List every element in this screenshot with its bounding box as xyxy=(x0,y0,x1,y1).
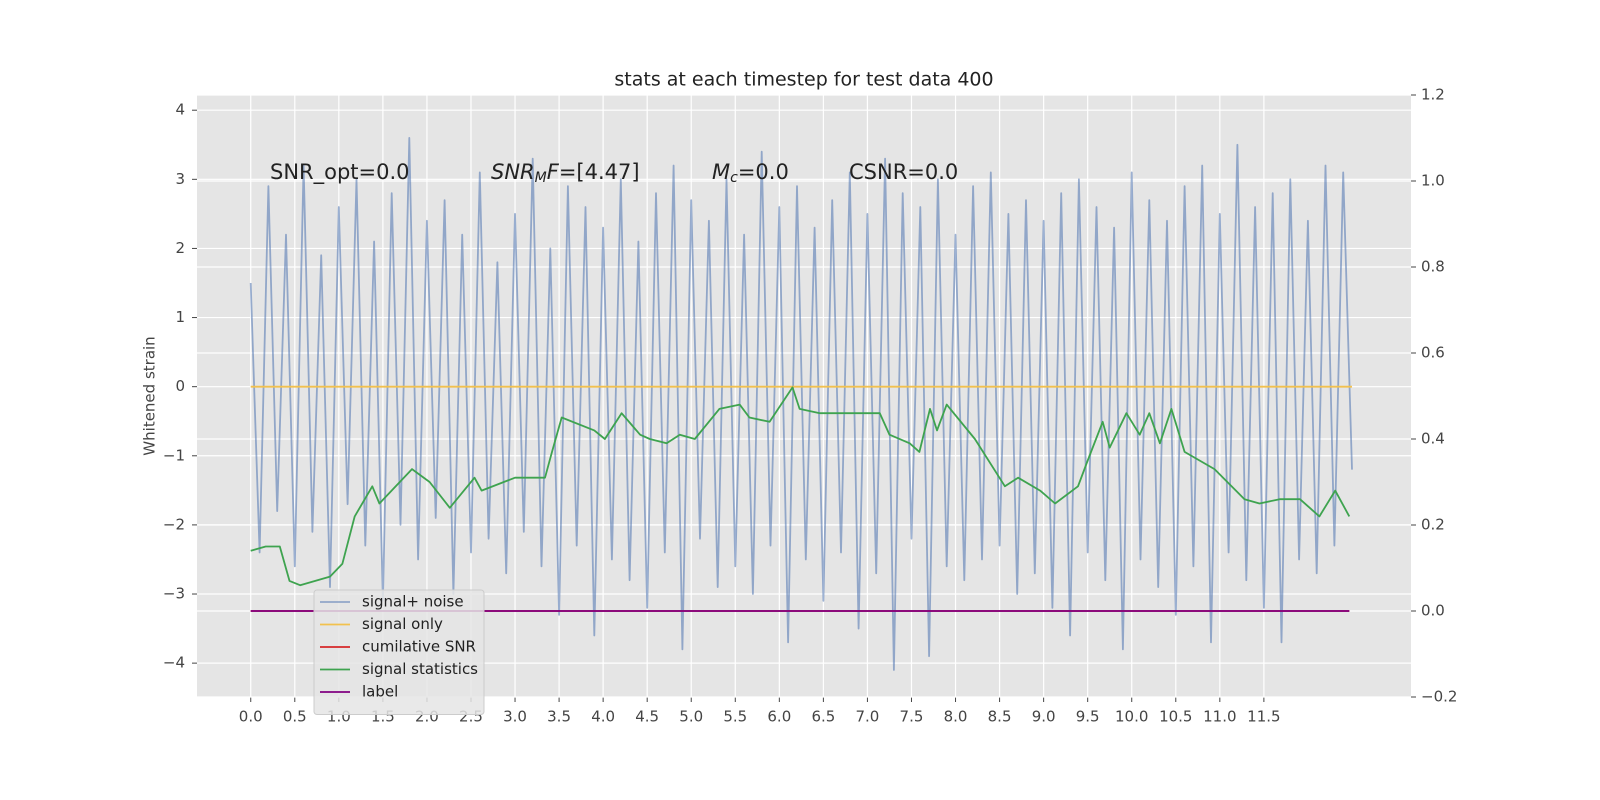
x-tick-label: 8.5 xyxy=(988,708,1012,726)
legend-box xyxy=(313,589,485,715)
y2-tick-label: 0.0 xyxy=(1421,602,1445,620)
x-tick-label: 7.5 xyxy=(900,708,924,726)
annotation-part: c xyxy=(730,170,738,186)
annotation-part: SNR_opt=0.0 xyxy=(270,160,410,185)
series-line xyxy=(250,386,1351,587)
x-tick-label: 4.5 xyxy=(635,708,659,726)
x-tick-label: 9.5 xyxy=(1076,708,1100,726)
annotation: SNRMF=[4.47] xyxy=(491,160,640,186)
legend-label: signal statistics xyxy=(362,660,478,678)
y2-tick-label: −0.2 xyxy=(1421,688,1457,706)
y-tick-label: 4 xyxy=(175,101,185,119)
y2-tick-label: 0.4 xyxy=(1421,430,1445,448)
x-tick-label: 0.5 xyxy=(283,708,307,726)
x-tick-label: 6.5 xyxy=(811,708,835,726)
x-tick-label: 9.0 xyxy=(1032,708,1056,726)
y-tick-label: −3 xyxy=(163,585,185,603)
annotation: SNR_opt=0.0 xyxy=(270,160,410,185)
y-tick-label: −2 xyxy=(163,515,185,533)
y2-tick-label: 0.8 xyxy=(1421,258,1445,276)
annotation-part: SNR xyxy=(491,160,535,184)
x-tick-label: 5.0 xyxy=(679,708,703,726)
x-tick-label: 8.0 xyxy=(944,708,968,726)
x-tick-label: 10.0 xyxy=(1115,708,1148,726)
y-tick-label: −1 xyxy=(163,446,185,464)
series-line xyxy=(249,137,1353,671)
annotation-part: CSNR=0.0 xyxy=(849,160,958,184)
y2-tick-label: 0.2 xyxy=(1421,516,1445,534)
x-tick-label: 3.0 xyxy=(503,708,527,726)
annotation-part: M xyxy=(712,160,730,184)
x-tick-label: 5.5 xyxy=(723,708,747,726)
y-tick-label: 2 xyxy=(175,239,185,257)
annotation: CSNR=0.0 xyxy=(849,160,958,184)
x-tick-label: 11.5 xyxy=(1247,708,1280,726)
annotations: SNR_opt=0.0 SNRMF=[4.47] Mc=0.0 CSNR=0.0 xyxy=(270,160,958,186)
legend-label: cumilative SNR xyxy=(362,638,476,656)
annotation-part: M xyxy=(535,170,547,186)
y-tick-label: −4 xyxy=(163,654,185,672)
legend: signal+ noise signal only cumilative SNR si… xyxy=(313,589,485,715)
x-tick-label: 10.5 xyxy=(1159,708,1192,726)
x-tick-label: 11.0 xyxy=(1203,708,1236,726)
y-tick-label: 3 xyxy=(175,170,185,188)
y-tick-label: 0 xyxy=(175,377,185,395)
annotation-part: F xyxy=(547,160,560,184)
legend-label: signal only xyxy=(362,615,443,633)
legend-label: label xyxy=(362,683,398,701)
y2-tick-label: 1.2 xyxy=(1421,86,1445,104)
annotation-part: =0.0 xyxy=(738,160,789,184)
annotation-part: =[4.47] xyxy=(559,160,640,184)
x-tick-label: 4.0 xyxy=(591,708,615,726)
x-tick-label: 3.5 xyxy=(547,708,571,726)
y-tick-label: 1 xyxy=(175,308,185,326)
chart-title: stats at each timestep for test data 400 xyxy=(614,69,993,91)
annotation: Mc=0.0 xyxy=(712,160,789,186)
legend-label: signal+ noise xyxy=(362,593,464,611)
x-tick-label: 6.0 xyxy=(767,708,791,726)
x-tick-label: 0.0 xyxy=(239,708,263,726)
x-tick-label: 7.0 xyxy=(856,708,880,726)
y-axis-label: Whitened strain xyxy=(141,336,159,455)
y2-tick-label: 0.6 xyxy=(1421,344,1445,362)
y2-tick-label: 1.0 xyxy=(1421,172,1445,190)
